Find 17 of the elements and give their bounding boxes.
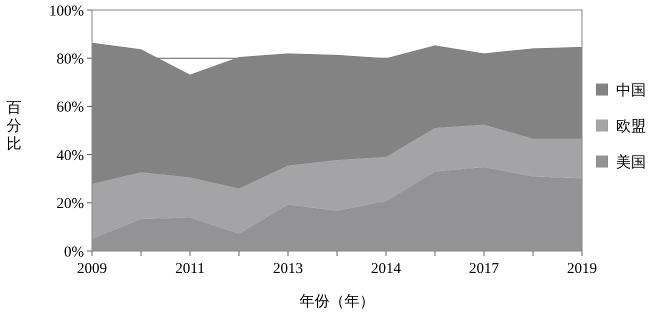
x-tick-label: 2014 — [371, 261, 402, 277]
y-tick-label: 80% — [56, 51, 84, 68]
x-tick-label: 2017 — [469, 261, 500, 277]
y-tick-label: 60% — [56, 100, 84, 116]
x-tick-label: 2009 — [77, 261, 107, 277]
x-tick-label: 2011 — [175, 261, 205, 277]
y-tick-label: 40% — [56, 148, 84, 164]
y-tick-label: 20% — [56, 196, 84, 212]
legend-label: 欧盟 — [616, 118, 646, 135]
x-tick-label: 2013 — [273, 261, 303, 277]
y-tick-label: 100% — [49, 3, 84, 20]
y-axis-title: 百分比 — [6, 100, 22, 152]
y-tick-label: 0% — [64, 244, 84, 260]
legend-label: 中国 — [616, 82, 646, 99]
legend-label: 美国 — [616, 154, 646, 171]
x-tick-label: 2019 — [567, 261, 597, 277]
x-axis-title: 年份（年） — [300, 293, 374, 310]
